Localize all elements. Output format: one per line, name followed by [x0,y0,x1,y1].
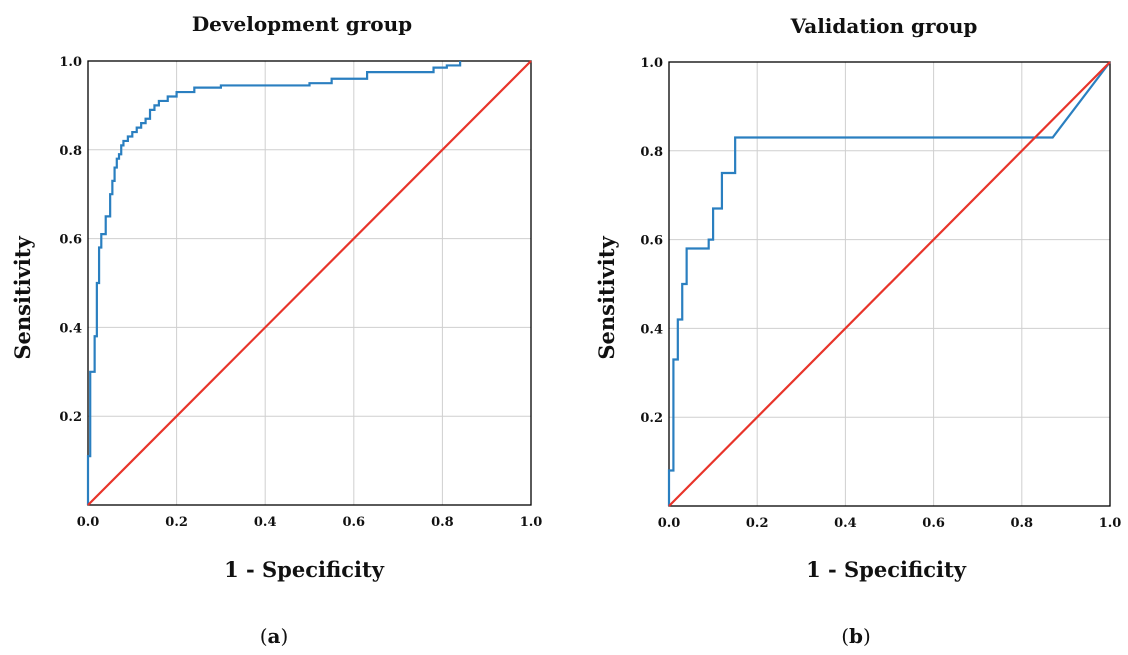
chart-title-a: Development group [192,12,412,36]
panel-caption-a: (a) [260,624,289,648]
y-tick-label-b-0: 0.2 [640,411,663,426]
x-axis-label-b: 1 - Specificity [806,557,967,582]
y-tick-label-a-3: 0.8 [59,144,82,159]
x-tick-label-b-5: 1.0 [1099,516,1122,531]
reference-line-a [87,60,532,506]
plot-frame-a [87,60,532,506]
y-tick-label-a-0: 0.2 [59,410,82,425]
y-tick-label-a-4: 1.0 [59,55,82,70]
x-ticks-a: 0.0 0.2 0.4 0.6 0.8 1.0 [77,515,543,530]
y-ticks-b: 0.2 0.4 0.6 0.8 1.0 [640,56,663,426]
chart-title-b: Validation group [790,14,978,38]
x-tick-label-b-0: 0.0 [658,516,681,531]
series-a [86,60,532,506]
roc-curve-b [667,61,1111,506]
x-tick-label-a-0: 0.0 [77,515,100,530]
chart-panel-a: Development group 0.0 0.2 0.4 0.6 0.8 1.0 0.2… [10,12,542,648]
y-tick-label-b-1: 0.4 [640,322,663,337]
x-tick-label-a-4: 0.8 [431,515,454,530]
x-tick-label-a-5: 1.0 [520,515,543,530]
y-tick-label-b-3: 0.8 [640,145,663,160]
x-tick-label-a-2: 0.4 [254,515,277,530]
y-tick-label-a-2: 0.6 [59,233,82,248]
x-ticks-b: 0.0 0.2 0.4 0.6 0.8 1.0 [658,516,1122,531]
chart-panel-b: Validation group 0.0 0.2 0.4 0.6 0.8 1.0 0.20… [594,14,1121,648]
panel-caption-letter-b: b [849,624,863,648]
x-tick-label-a-1: 0.2 [165,515,188,530]
x-tick-label-a-3: 0.6 [342,515,365,530]
panel-caption-b: (b) [841,624,871,648]
x-tick-label-b-4: 0.8 [1010,516,1033,531]
y-ticks-a: 0.2 0.4 0.6 0.8 1.0 [59,55,82,425]
reference-line-b [668,61,1111,507]
y-axis-label-a: Sensitivity [10,236,35,360]
grid-b [669,62,1110,506]
y-axis-label-b: Sensitivity [594,236,619,360]
plot-frame-b [668,61,1111,507]
roc-curve-a [86,61,462,505]
y-tick-label-a-1: 0.4 [59,321,82,336]
y-tick-label-b-4: 1.0 [640,56,663,71]
x-tick-label-b-3: 0.6 [922,516,945,531]
panel-caption-letter-a: a [268,624,281,648]
y-tick-label-b-2: 0.6 [640,234,663,249]
x-axis-label-a: 1 - Specificity [224,557,385,582]
x-tick-label-b-2: 0.4 [834,516,857,531]
grid-a [88,61,531,505]
x-tick-label-b-1: 0.2 [746,516,769,531]
series-b [667,61,1111,507]
